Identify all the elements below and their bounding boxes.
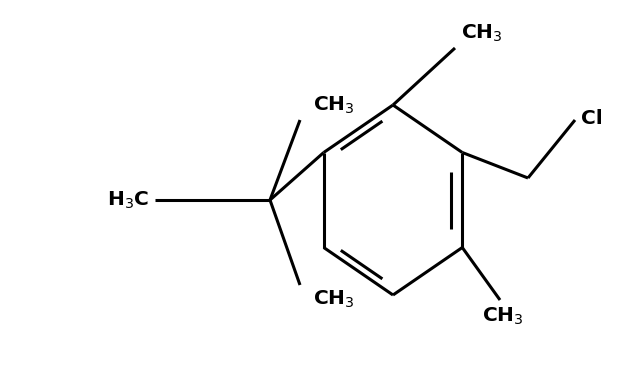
Text: CH$_3$: CH$_3$: [313, 95, 355, 116]
Text: H$_3$C: H$_3$C: [106, 189, 148, 211]
Text: Cl: Cl: [581, 109, 603, 127]
Text: CH$_3$: CH$_3$: [313, 289, 355, 310]
Text: CH$_3$: CH$_3$: [483, 306, 524, 327]
Text: CH$_3$: CH$_3$: [461, 23, 503, 44]
